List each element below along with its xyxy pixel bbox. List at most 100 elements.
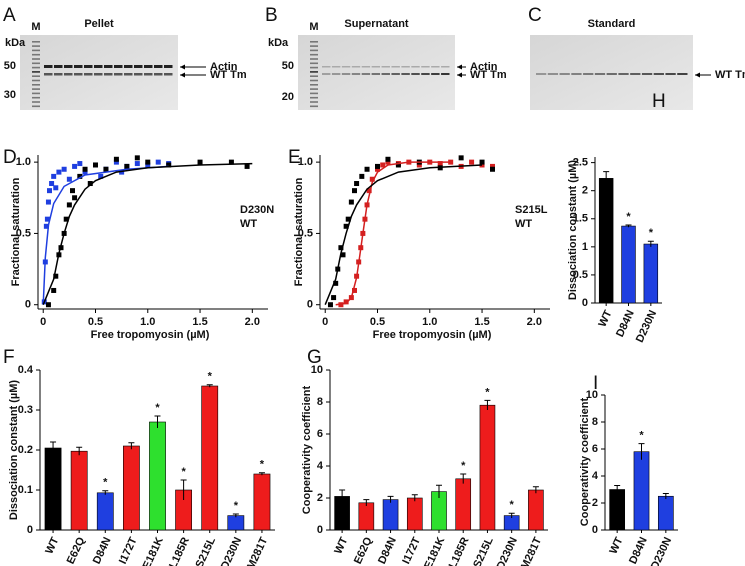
band <box>547 73 559 75</box>
x-tick-label: 0 <box>322 316 328 328</box>
point <box>343 223 349 229</box>
significance-marker: * <box>510 499 515 511</box>
gel <box>298 35 455 110</box>
fit-curve <box>42 162 253 305</box>
band <box>361 66 371 68</box>
y-axis-title: Cooperativity coefficient <box>301 385 313 514</box>
gel-title: Pellet <box>84 18 114 30</box>
bar <box>96 492 114 531</box>
legend-entry: WT <box>240 218 257 230</box>
significance-marker: * <box>234 500 239 512</box>
x-tick-label: E181K <box>141 535 166 566</box>
point <box>437 161 443 167</box>
error-bar <box>436 484 442 498</box>
x-tick-label: D230N <box>219 535 244 566</box>
point <box>66 202 72 208</box>
band <box>331 73 341 75</box>
bar <box>227 515 245 531</box>
error-bar <box>638 443 645 460</box>
band <box>641 73 653 75</box>
band <box>114 65 123 68</box>
y-axis-title: Fractional saturation <box>10 177 22 286</box>
band <box>341 73 351 75</box>
band <box>401 66 410 68</box>
band <box>441 66 450 68</box>
point <box>43 223 49 229</box>
error-bar <box>102 490 109 495</box>
marker-band <box>32 53 40 56</box>
error-bar <box>154 415 161 428</box>
point <box>61 166 67 172</box>
point <box>70 188 75 194</box>
point <box>93 162 98 168</box>
band <box>134 73 143 76</box>
band <box>371 73 381 75</box>
point <box>87 181 93 187</box>
point <box>333 280 339 286</box>
band <box>411 73 420 75</box>
x-tick-label: D230N <box>649 535 674 566</box>
bar <box>657 495 674 531</box>
band <box>618 73 629 75</box>
band <box>64 65 73 68</box>
point <box>44 216 50 222</box>
panel-letter: G <box>307 347 322 368</box>
y-tick-label: 10 <box>311 364 323 376</box>
band <box>401 73 410 75</box>
point <box>359 173 365 179</box>
point <box>385 159 391 165</box>
x-tick-label: WT <box>596 308 614 329</box>
point <box>479 159 485 165</box>
x-tick-label: D230N <box>495 535 520 566</box>
point <box>338 245 344 251</box>
band <box>124 73 133 76</box>
band <box>94 73 103 76</box>
marker-band <box>32 79 40 82</box>
significance-marker: * <box>461 460 466 472</box>
point <box>166 162 172 168</box>
legend-entry: D230N <box>240 204 274 216</box>
point <box>77 173 83 179</box>
y-tick-label: 0 <box>25 299 31 311</box>
band <box>381 66 390 68</box>
lane-label: M <box>309 21 318 33</box>
arrow-head <box>180 64 185 70</box>
significance-marker: * <box>626 211 631 223</box>
error-bar <box>232 513 239 518</box>
marker-band <box>310 53 318 56</box>
point <box>369 176 375 182</box>
bar <box>253 473 271 531</box>
point <box>228 159 234 165</box>
bar <box>382 499 399 531</box>
panel-letter: I <box>593 373 598 394</box>
marker-band <box>310 84 318 86</box>
lane-label: M <box>31 21 40 33</box>
significance-marker: * <box>485 386 490 398</box>
x-tick-label: 0.5 <box>88 316 103 328</box>
y-axis-title: Dissociation constant (µM) <box>8 380 20 521</box>
bar <box>598 178 614 304</box>
band <box>54 65 63 68</box>
band <box>84 73 93 76</box>
marker-band <box>310 105 318 108</box>
marker-band <box>310 49 318 52</box>
point <box>197 159 203 165</box>
marker-band <box>310 62 318 65</box>
bar <box>643 243 659 304</box>
band <box>606 73 617 75</box>
band <box>124 65 133 68</box>
point <box>51 173 57 179</box>
bar <box>201 385 219 531</box>
error-bar <box>647 240 654 247</box>
x-tick-label: 2.0 <box>245 316 260 328</box>
marker-band <box>32 75 40 77</box>
y-tick-label: 0.2 <box>18 444 33 456</box>
y-tick-label: 0.1 <box>18 484 33 496</box>
panel-letter: E <box>288 147 301 168</box>
gel-title: Standard <box>588 18 636 30</box>
point <box>366 188 372 194</box>
point <box>375 163 380 169</box>
legend-entry: WT <box>515 218 532 230</box>
legend-entry: S215L <box>515 204 548 216</box>
